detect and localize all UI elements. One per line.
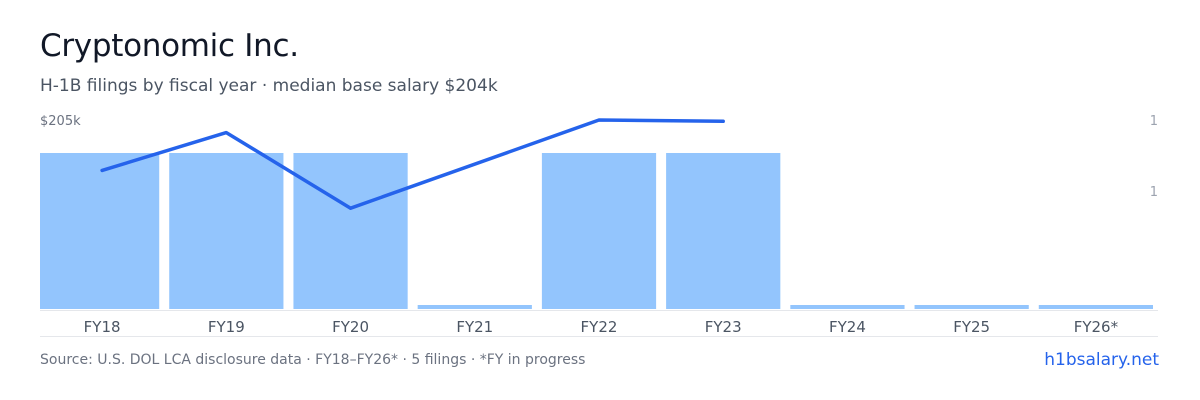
bar-fy21 (417, 305, 532, 309)
x-tick-label: FY25 (953, 318, 990, 336)
bar-fy25 (914, 305, 1029, 309)
x-tick-label: FY18 (84, 318, 121, 336)
site-link[interactable]: h1bsalary.net (1044, 350, 1159, 370)
bar-fy24 (790, 305, 905, 309)
x-tick-label: FY20 (332, 318, 369, 336)
source-note: Source: U.S. DOL LCA disclosure data · F… (40, 352, 586, 368)
bar-fy20 (293, 153, 408, 309)
x-tick-label: FY21 (456, 318, 493, 336)
x-tick-label: FY19 (208, 318, 245, 336)
page-subtitle: H-1B filings by fiscal year · median bas… (40, 76, 498, 96)
bar-fy22 (541, 153, 657, 309)
median-salary-line (100, 118, 725, 210)
right-axis-tick-label: 1 (1150, 114, 1158, 129)
x-tick-label: FY26* (1074, 318, 1119, 336)
x-tick-label: FY23 (705, 318, 742, 336)
bar-fy26 (1038, 305, 1153, 309)
bar-fy19 (169, 153, 284, 309)
left-axis-tick-label: $205k (40, 114, 81, 129)
bar-fy23 (666, 153, 781, 309)
x-tick-label: FY22 (581, 318, 618, 336)
x-tick-label: FY24 (829, 318, 866, 336)
right-axis-tick-label: 1 (1150, 185, 1158, 200)
bar-fy18 (40, 153, 160, 309)
chart: FY18 FY19 FY20 FY21 FY22 FY23 FY24 FY25 FY26* $20… (40, 114, 1158, 337)
page-title: Cryptonomic Inc. (40, 28, 299, 64)
